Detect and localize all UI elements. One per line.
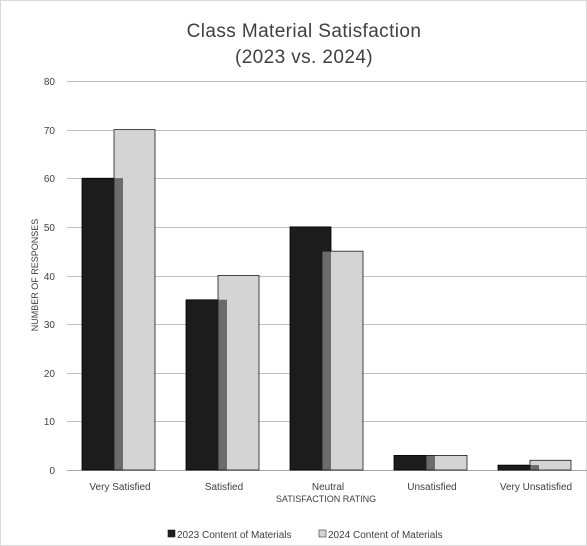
y-tick-label: 20: [44, 369, 56, 380]
x-tick-label: Unsatisfied: [407, 482, 456, 493]
bar-2024-outline: [529, 459, 572, 471]
bar-overlap: [114, 178, 123, 470]
bar-overlap: [530, 465, 539, 470]
y-tick-label: 40: [44, 272, 56, 283]
bar-2024-side: [539, 460, 571, 470]
chart-title-line1: Class Material Satisfaction: [187, 21, 422, 42]
x-tick-label: Neutral: [312, 482, 344, 493]
y-tick-labels: 0 10 20 30 40 50 60 70 80: [44, 77, 56, 477]
bar-overlap: [218, 299, 227, 470]
bar-2024-side: [331, 251, 363, 470]
y-tick-label: 70: [44, 126, 56, 137]
legend-swatch-2024: [318, 529, 327, 538]
y-tick-label: 50: [44, 223, 56, 234]
legend-swatch-2023: [167, 529, 176, 538]
bar-2024-outline: [321, 250, 364, 471]
x-tick-label: Very Unsatisfied: [500, 482, 572, 493]
legend: 2023 Content of Materials 2024 Content o…: [167, 529, 443, 541]
legend-label-2023: 2023 Content of Materials: [177, 530, 292, 541]
chart-title-line2: (2023 vs. 2024): [235, 47, 373, 68]
bar-2024-side: [123, 129, 155, 470]
x-tick-label: Very Satisfied: [89, 482, 150, 493]
bar-2024-outline: [113, 129, 156, 471]
legend-label-2024: 2024 Content of Materials: [328, 530, 443, 541]
y-tick-label: 80: [44, 77, 56, 88]
bar-2024-outline: [217, 275, 260, 471]
x-axis-title: SATISFACTION RATING: [276, 494, 376, 504]
y-tick-label: 60: [44, 174, 56, 185]
bar-2024-outline: [425, 455, 468, 471]
x-tick-labels: Very Satisfied Satisfied Neutral Unsatisfie…: [89, 482, 572, 493]
bar-overlap: [322, 251, 331, 470]
y-axis-title: NUMBER OF RESPONSES: [30, 219, 40, 332]
bars: [81, 129, 572, 471]
bar-2024-side: [227, 275, 259, 470]
y-tick-label: 30: [44, 320, 56, 331]
x-tick-label: Satisfied: [205, 482, 243, 493]
bar-overlap: [426, 455, 435, 470]
bar-2024-side: [435, 455, 467, 470]
y-tick-label: 10: [44, 417, 56, 428]
y-tick-label: 0: [49, 466, 55, 477]
